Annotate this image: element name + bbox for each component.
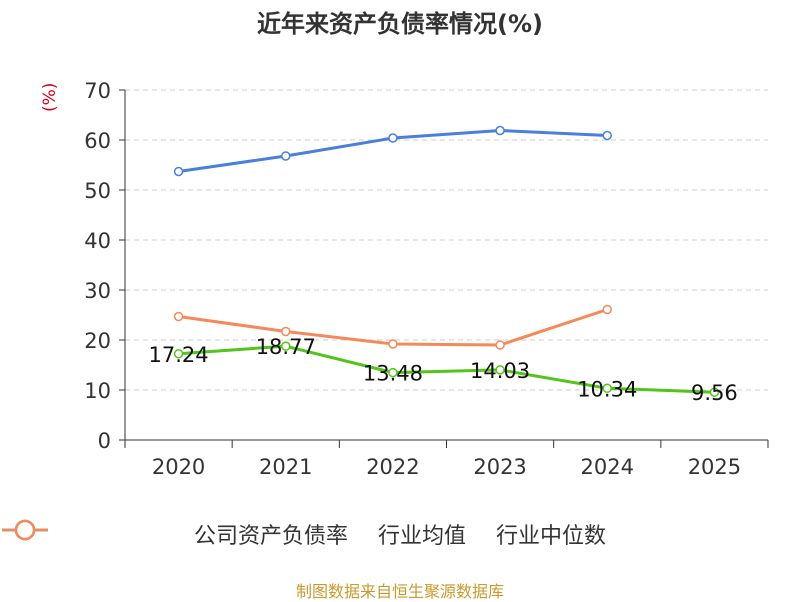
legend: 公司资产负债率 行业均值 行业中位数	[0, 518, 800, 550]
y-tick-label: 0	[98, 429, 111, 453]
y-tick-label: 60	[84, 129, 111, 153]
y-tick-label: 30	[84, 279, 111, 303]
data-point	[173, 166, 184, 177]
legend-item[interactable]: 行业中位数	[2, 518, 607, 550]
x-tick-label: 2025	[688, 455, 741, 479]
x-tick-label: 2020	[152, 455, 205, 479]
data-point	[281, 341, 291, 351]
legend-label: 行业均值	[377, 524, 466, 549]
data-point	[173, 349, 184, 359]
x-tick-label: 2024	[581, 455, 634, 479]
data-label: 13.48	[363, 362, 423, 386]
data-point	[388, 367, 398, 378]
data-point	[602, 383, 612, 394]
data-label: 14.03	[470, 359, 530, 383]
chart-title: 近年来资产负债率情况(%)	[257, 10, 543, 38]
series-line-0	[178, 344, 715, 394]
data-point	[173, 311, 184, 322]
data-point	[495, 365, 505, 375]
data-label: 17.24	[149, 343, 209, 367]
data-label: 9.56	[691, 381, 738, 405]
data-point	[388, 339, 398, 349]
y-tick-label: 10	[84, 379, 111, 403]
legend-label: 行业中位数	[496, 524, 607, 549]
data-label: 10.34	[577, 377, 637, 401]
y-tick-label: 50	[84, 179, 111, 203]
source-note: 制图数据来自恒生聚源数据库	[295, 582, 504, 601]
y-tick-label: 70	[84, 79, 111, 103]
legend-label: 公司资产负债率	[193, 524, 348, 549]
x-tick-label: 2022	[366, 455, 419, 479]
legend-line-marker-icon	[2, 519, 48, 541]
y-tick-label: 20	[84, 329, 111, 353]
data-point	[281, 151, 291, 161]
data-point	[388, 133, 398, 143]
x-tick-label: 2021	[259, 455, 312, 479]
legend-item[interactable]: 公司资产负债率	[2, 518, 348, 550]
data-point	[709, 387, 720, 397]
data-point	[602, 130, 612, 141]
data-point	[495, 125, 505, 136]
y-tick-label: 40	[84, 229, 111, 253]
legend-item[interactable]: 行业均值	[2, 518, 466, 550]
x-tick-label: 2023	[473, 455, 526, 479]
data-label: 18.77	[256, 335, 316, 359]
data-point	[602, 304, 612, 315]
data-point	[495, 340, 505, 350]
data-point	[281, 326, 291, 337]
